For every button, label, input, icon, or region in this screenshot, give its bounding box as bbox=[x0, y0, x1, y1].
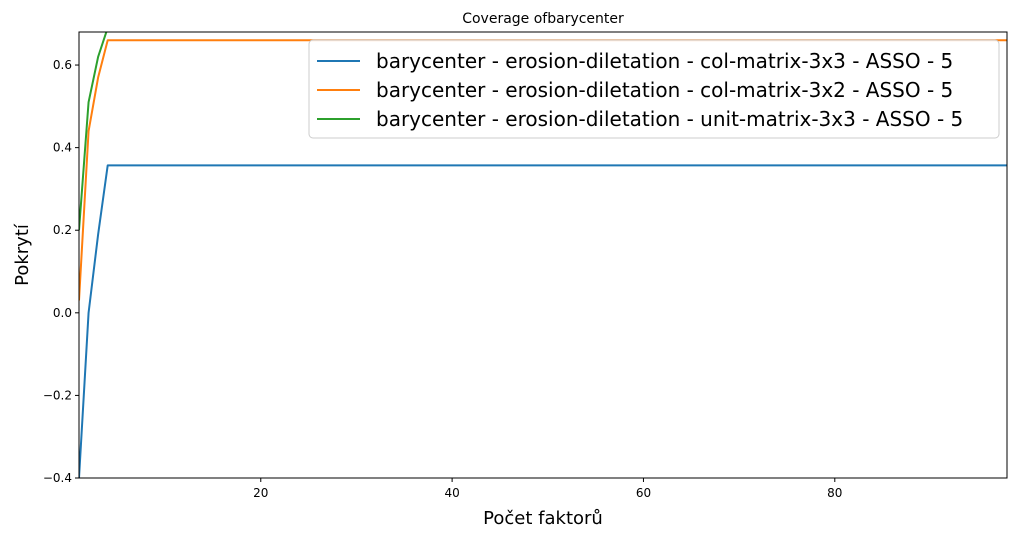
y-tick-label: 0.0 bbox=[53, 306, 72, 320]
legend-box bbox=[308, 39, 1000, 139]
series-line-3 bbox=[79, 32, 108, 231]
y-tick-label: −0.2 bbox=[43, 388, 72, 402]
legend-label-2: barycenter - erosion-diletation - col-ma… bbox=[376, 78, 953, 102]
y-tick-label: 0.2 bbox=[53, 223, 72, 237]
y-axis: −0.4 −0.2 0.0 0.2 0.4 0.6 bbox=[43, 58, 79, 485]
x-tick-label: 80 bbox=[827, 486, 842, 500]
plot-frame bbox=[78, 31, 1008, 479]
x-tick-label: 20 bbox=[253, 486, 268, 500]
chart-title: Coverage ofbarycenter bbox=[462, 11, 624, 27]
y-axis-title: Pokrytí bbox=[12, 223, 33, 286]
x-axis: 20 40 60 80 bbox=[253, 478, 842, 500]
legend: barycenter - erosion-diletation - col-ma… bbox=[308, 39, 1000, 139]
y-tick-label: 0.4 bbox=[53, 141, 72, 155]
x-axis-title: Počet faktorů bbox=[483, 508, 603, 529]
y-tick-label: −0.4 bbox=[43, 471, 72, 485]
legend-label-1: barycenter - erosion-diletation - col-ma… bbox=[376, 49, 953, 73]
x-tick-label: 60 bbox=[636, 486, 651, 500]
series-line-1 bbox=[79, 164, 1007, 478]
legend-label-3: barycenter - erosion-diletation - unit-m… bbox=[376, 107, 963, 131]
y-tick-label: 0.6 bbox=[53, 58, 72, 72]
x-tick-label: 40 bbox=[444, 486, 459, 500]
